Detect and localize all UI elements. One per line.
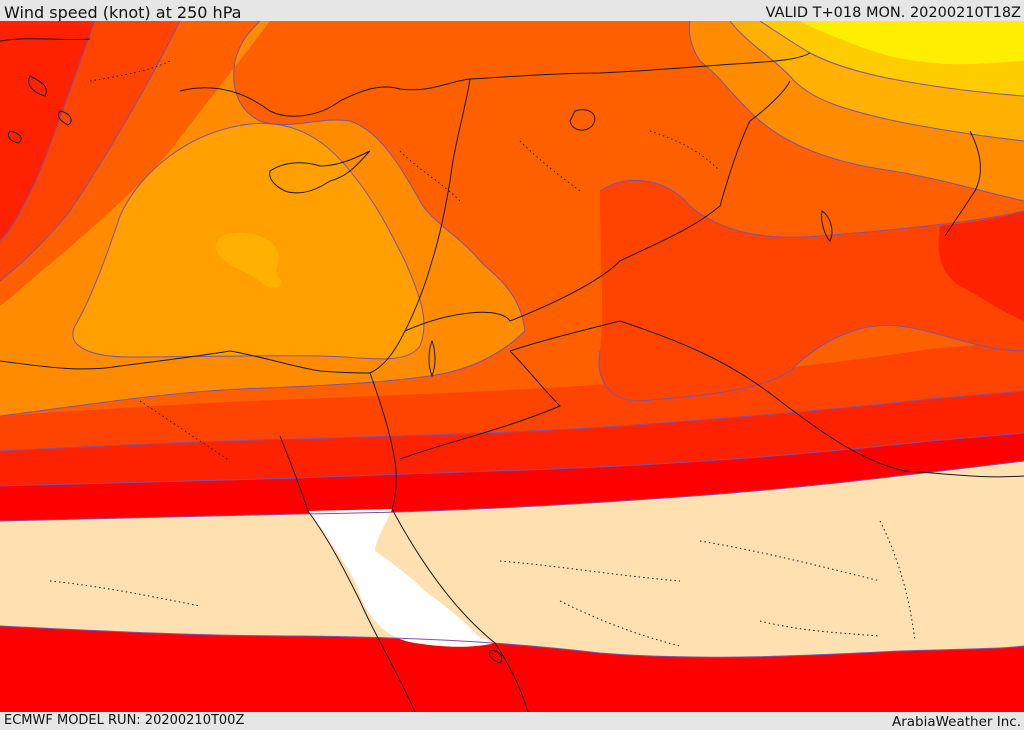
credit: ArabiaWeather Inc. [891,714,1021,730]
band-orange-red-east [599,180,1024,401]
map-title: Wind speed (knot) at 250 hPa [4,3,242,22]
contour-lines [0,21,1024,658]
map-footer: ECMWF MODEL RUN: 20200210T00Z ArabiaWeat… [0,712,1024,730]
band-yellow-ne [800,21,1024,65]
red-sea-body [308,509,495,645]
band-amber-island [215,232,281,288]
admin-boundaries [49,60,916,647]
band-red-west [0,21,95,241]
band-red-south [0,433,1024,521]
wind-speed-map [0,21,1024,712]
band-red-orange-east [938,211,1024,321]
coastlines [0,38,1024,712]
band-red-orange-west [0,21,180,281]
map-header: Wind speed (knot) at 250 hPa VALID T+018… [0,0,1024,22]
farasan-islands [489,650,503,664]
band-red-far-south [0,626,1024,712]
valid-time: VALID T+018 MON. 20200210T18Z [765,5,1021,21]
model-run: ECMWF MODEL RUN: 20200210T00Z [4,713,245,728]
